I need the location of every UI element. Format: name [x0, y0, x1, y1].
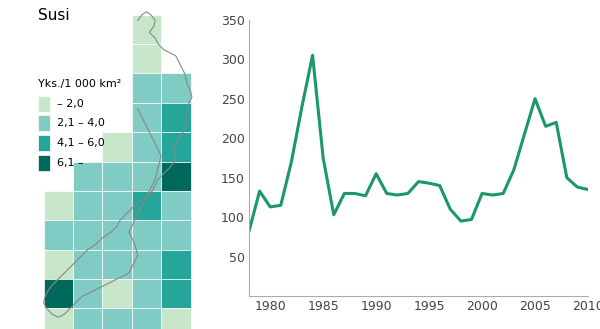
Bar	[132, 309, 161, 329]
Bar	[73, 309, 103, 329]
Bar	[103, 162, 132, 191]
Bar	[44, 309, 73, 329]
FancyBboxPatch shape	[38, 96, 50, 112]
Bar	[132, 15, 161, 44]
FancyBboxPatch shape	[38, 155, 50, 171]
Bar	[73, 191, 103, 220]
Text: – 2,0: – 2,0	[57, 99, 84, 109]
Bar	[132, 162, 161, 191]
Bar	[161, 191, 191, 220]
Bar	[44, 279, 73, 309]
Bar	[132, 250, 161, 279]
Bar	[44, 220, 73, 250]
FancyBboxPatch shape	[38, 115, 50, 131]
Bar	[161, 279, 191, 309]
Bar	[132, 73, 161, 103]
Bar	[103, 250, 132, 279]
Bar	[132, 191, 161, 220]
FancyBboxPatch shape	[38, 135, 50, 151]
Bar	[132, 103, 161, 132]
Text: 6,1 –: 6,1 –	[57, 158, 83, 168]
Text: Susi: Susi	[38, 8, 70, 23]
Bar	[132, 44, 161, 73]
Bar	[73, 220, 103, 250]
Bar	[161, 220, 191, 250]
Text: 4,1 – 6,0: 4,1 – 6,0	[57, 138, 105, 148]
Bar	[73, 162, 103, 191]
Text: 2,1 – 4,0: 2,1 – 4,0	[57, 118, 105, 128]
Bar	[103, 279, 132, 309]
Bar	[132, 132, 161, 162]
Bar	[73, 279, 103, 309]
Bar	[161, 103, 191, 132]
Text: Yks./1 000 km²: Yks./1 000 km²	[38, 79, 121, 89]
Bar	[161, 250, 191, 279]
Bar	[73, 250, 103, 279]
Bar	[44, 191, 73, 220]
Bar	[132, 220, 161, 250]
Bar	[161, 73, 191, 103]
Bar	[161, 132, 191, 162]
Bar	[103, 191, 132, 220]
Bar	[161, 162, 191, 191]
Bar	[44, 250, 73, 279]
Bar	[161, 309, 191, 329]
Bar	[103, 132, 132, 162]
Bar	[132, 279, 161, 309]
Bar	[103, 309, 132, 329]
Bar	[103, 220, 132, 250]
